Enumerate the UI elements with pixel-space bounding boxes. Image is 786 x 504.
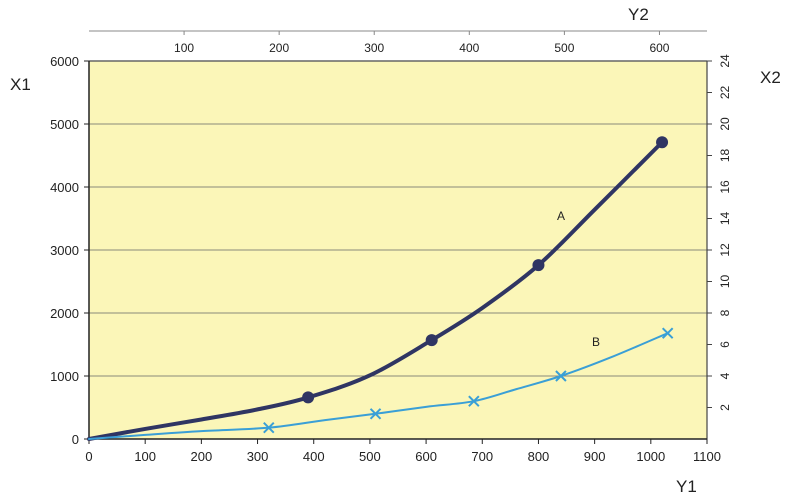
x-top-tick-label-300: 300 bbox=[364, 41, 384, 55]
x-top-tick-label-400: 400 bbox=[459, 41, 479, 55]
y-right-tick-label-10: 10 bbox=[718, 275, 732, 289]
x-axis-bottom-title: Y1 bbox=[676, 477, 697, 496]
y-left-tick-label-3000: 3000 bbox=[50, 243, 79, 258]
series-b-point-1 bbox=[369, 408, 382, 420]
series-a-point-0 bbox=[302, 391, 315, 404]
y-axis-left-ticks: 0 1000 2000 3000 4000 5000 6000 bbox=[50, 54, 89, 447]
y-right-tick-label-24: 24 bbox=[718, 54, 732, 68]
x-bottom-tick-label-1000: 1000 bbox=[636, 449, 665, 464]
x-axis-top-ticks: 100 200 300 400 500 600 bbox=[174, 31, 670, 55]
series-a-point-1 bbox=[425, 334, 438, 347]
x-bottom-tick-label-700: 700 bbox=[471, 449, 493, 464]
x-axis-bottom-ticks: 0 100 200 300 400 500 600 700 800 900 1000 1100 bbox=[85, 439, 721, 464]
y-left-tick-label-2000: 2000 bbox=[50, 306, 79, 321]
x-bottom-tick-label-100: 100 bbox=[134, 449, 156, 464]
y-right-tick-label-18: 18 bbox=[718, 149, 732, 163]
x-top-tick-label-600: 600 bbox=[649, 41, 669, 55]
x-bottom-tick-label-200: 200 bbox=[191, 449, 213, 464]
y-axis-left-title: X1 bbox=[10, 75, 31, 94]
y-right-tick-label-2: 2 bbox=[718, 404, 732, 411]
y-right-tick-label-20: 20 bbox=[718, 117, 732, 131]
y-right-tick-label-12: 12 bbox=[718, 243, 732, 257]
y-right-tick-label-16: 16 bbox=[718, 180, 732, 194]
y-left-tick-label-4000: 4000 bbox=[50, 180, 79, 195]
x-top-tick-label-500: 500 bbox=[554, 41, 574, 55]
x-bottom-tick-label-1100: 1100 bbox=[693, 449, 721, 464]
x-bottom-tick-label-600: 600 bbox=[415, 449, 437, 464]
y-left-tick-label-0: 0 bbox=[72, 432, 79, 447]
y-left-tick-label-5000: 5000 bbox=[50, 117, 79, 132]
series-group bbox=[87, 136, 674, 441]
x-bottom-tick-label-0: 0 bbox=[85, 449, 92, 464]
x-top-tick-label-200: 200 bbox=[269, 41, 289, 55]
y-right-tick-label-4: 4 bbox=[718, 372, 732, 379]
series-label-a: A bbox=[557, 209, 565, 223]
x-axis-top-title: Y2 bbox=[628, 5, 649, 24]
series-a-point-3 bbox=[656, 136, 669, 149]
x-bottom-tick-label-500: 500 bbox=[359, 449, 381, 464]
series-b-point-4 bbox=[661, 327, 674, 339]
y-right-tick-label-8: 8 bbox=[718, 309, 732, 316]
series-b-point-3 bbox=[555, 370, 567, 382]
gridlines bbox=[89, 123, 707, 377]
x-bottom-tick-label-400: 400 bbox=[303, 449, 325, 464]
series-label-b: B bbox=[592, 335, 600, 349]
series-b-point-2 bbox=[468, 395, 480, 407]
x-bottom-tick-label-300: 300 bbox=[247, 449, 269, 464]
series-a-line bbox=[87, 140, 665, 441]
y-axis-right-title: X2 bbox=[760, 68, 781, 87]
y-left-tick-label-6000: 6000 bbox=[50, 54, 79, 69]
y-right-tick-label-14: 14 bbox=[718, 212, 732, 226]
y-right-tick-label-6: 6 bbox=[718, 341, 732, 348]
series-b-point-0 bbox=[263, 421, 275, 434]
x-bottom-tick-label-800: 800 bbox=[528, 449, 550, 464]
x-bottom-tick-label-900: 900 bbox=[584, 449, 606, 464]
series-b-line bbox=[88, 332, 669, 440]
x-top-tick-label-100: 100 bbox=[174, 41, 194, 55]
y-right-tick-label-22: 22 bbox=[718, 86, 732, 100]
series-a-point-2 bbox=[532, 259, 545, 272]
y-left-tick-label-1000: 1000 bbox=[50, 369, 79, 384]
